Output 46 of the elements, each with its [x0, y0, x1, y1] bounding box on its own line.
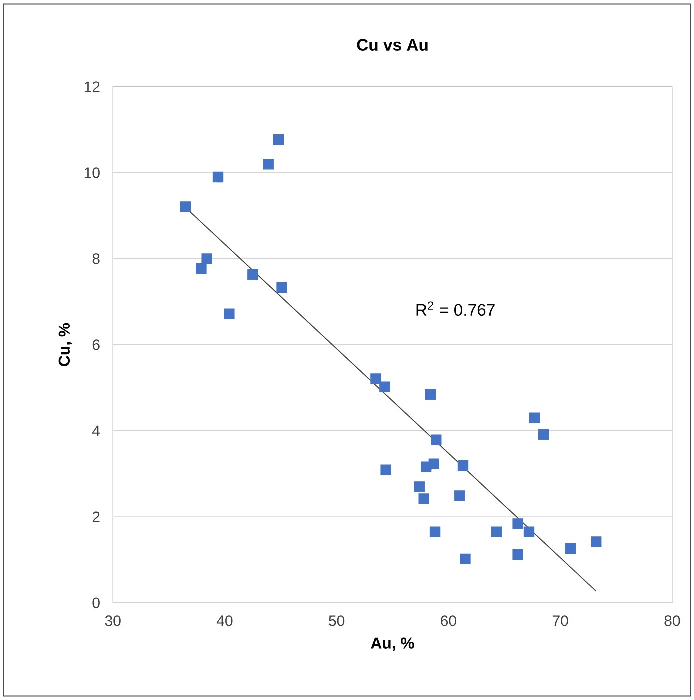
point [370, 374, 382, 384]
x-axis-title: Au, % [370, 638, 414, 652]
y-axis-title: Cu, % [58, 323, 72, 366]
point [418, 494, 430, 504]
point [247, 270, 258, 280]
point [512, 518, 524, 530]
x-tick-label: 60 [440, 616, 456, 626]
y-tick-label: 12 [84, 82, 100, 92]
point [565, 544, 576, 554]
point [212, 172, 224, 183]
point [425, 390, 436, 400]
x-tick-label: 50 [328, 616, 344, 626]
point [380, 464, 392, 476]
point [512, 550, 524, 560]
point [524, 526, 534, 538]
point [430, 526, 440, 538]
point [224, 308, 235, 320]
x-tick-label: 30 [105, 616, 121, 626]
y-tick-label: 10 [84, 168, 100, 178]
x-tick-label: 40 [216, 616, 233, 626]
point [529, 412, 540, 424]
y-tick-label: 4 [92, 426, 100, 436]
point [202, 254, 212, 264]
chart-title: Cu vs Au [357, 39, 428, 51]
point [263, 159, 274, 170]
point [414, 482, 425, 492]
annotation: R$^{2}$ = 0.767 [416, 302, 495, 316]
point [454, 490, 466, 502]
point [430, 434, 442, 446]
x-tick-label: 80 [664, 616, 680, 626]
y-tick-label: 0 [92, 598, 100, 608]
point [491, 526, 502, 538]
point [590, 536, 602, 548]
point [276, 282, 288, 294]
y-tick-label: 6 [92, 340, 100, 350]
point [379, 382, 390, 392]
point [273, 134, 284, 146]
point [196, 264, 207, 274]
point [458, 460, 468, 472]
y-tick-label: 8 [92, 254, 100, 264]
point [428, 458, 440, 470]
point [180, 202, 192, 212]
x-tick-label: 70 [552, 616, 568, 626]
point [460, 554, 471, 565]
y-tick-label: 2 [92, 512, 100, 522]
point [538, 430, 549, 440]
